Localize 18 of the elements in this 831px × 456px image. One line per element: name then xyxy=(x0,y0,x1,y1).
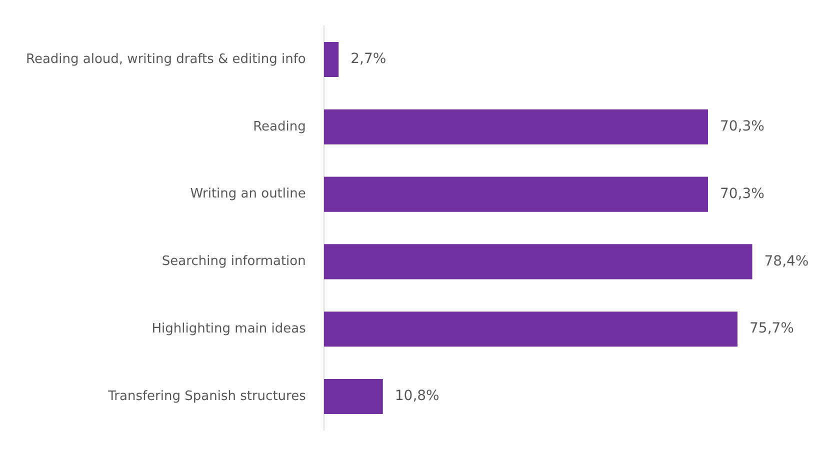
data-label: 75,7% xyxy=(750,320,794,337)
bar xyxy=(324,244,752,280)
y-tick-label: Searching information xyxy=(162,254,306,270)
y-tick-label: Writing an outline xyxy=(190,186,306,202)
y-tick-label: Highlighting main ideas xyxy=(152,321,306,336)
bar xyxy=(324,42,339,78)
bar xyxy=(324,109,708,144)
data-label: 70,3% xyxy=(720,186,764,202)
y-tick-label: Transfering Spanish structures xyxy=(107,388,306,404)
y-tick-label: Reading aloud, writing drafts & editing info xyxy=(26,52,306,67)
data-label: 10,8% xyxy=(394,388,440,404)
y-tick-label: Reading xyxy=(253,119,306,134)
data-label: 70,3% xyxy=(720,118,764,135)
bar xyxy=(324,176,708,212)
data-label: 78,4% xyxy=(764,253,809,270)
bar xyxy=(324,378,383,414)
bar xyxy=(324,312,738,347)
data-label: 2,7% xyxy=(350,51,386,68)
